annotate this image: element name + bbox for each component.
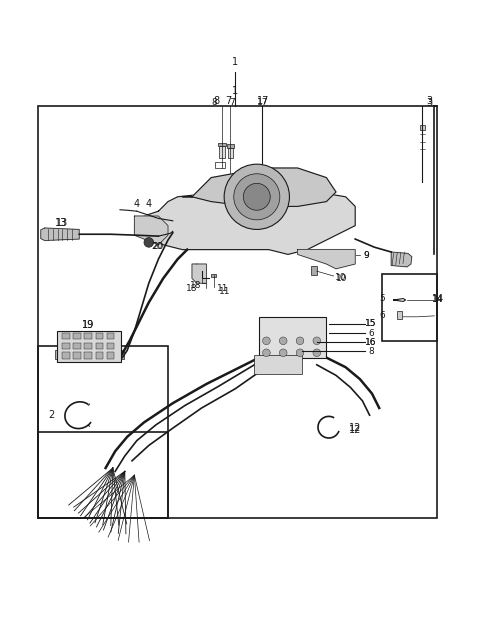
- Text: 12: 12: [349, 423, 361, 433]
- Circle shape: [263, 337, 270, 344]
- Polygon shape: [298, 250, 355, 269]
- Text: 2: 2: [48, 410, 55, 420]
- Circle shape: [279, 337, 287, 344]
- Text: 11: 11: [216, 285, 228, 293]
- Bar: [382, 273, 437, 341]
- Text: 16: 16: [365, 338, 377, 347]
- Text: 3: 3: [427, 98, 432, 108]
- Text: 13: 13: [56, 218, 69, 228]
- Text: 9: 9: [363, 251, 369, 260]
- Bar: [38, 432, 168, 519]
- Text: 14: 14: [432, 295, 444, 304]
- Text: 10: 10: [335, 273, 347, 282]
- Text: 18: 18: [190, 281, 202, 290]
- Text: 7: 7: [225, 96, 232, 106]
- Bar: [96, 353, 103, 359]
- Bar: [215, 162, 225, 168]
- Bar: [227, 144, 234, 148]
- Bar: [219, 147, 225, 158]
- Text: 10: 10: [336, 274, 348, 283]
- Text: 5: 5: [379, 294, 385, 303]
- Text: 16: 16: [365, 338, 377, 347]
- Text: 3: 3: [427, 96, 432, 106]
- Text: 18: 18: [186, 285, 198, 293]
- Text: 12: 12: [349, 424, 361, 434]
- Bar: [73, 333, 81, 339]
- Text: 4: 4: [146, 199, 152, 209]
- Bar: [73, 343, 81, 349]
- Text: 9: 9: [363, 251, 369, 260]
- Bar: [121, 351, 124, 359]
- Bar: [62, 333, 70, 339]
- Bar: [84, 333, 92, 339]
- Polygon shape: [134, 216, 168, 245]
- Bar: [211, 273, 216, 278]
- Bar: [84, 353, 92, 359]
- Bar: [107, 333, 114, 339]
- Circle shape: [243, 183, 270, 210]
- Text: 6: 6: [368, 329, 374, 338]
- Bar: [107, 343, 114, 349]
- Text: 13: 13: [55, 218, 67, 228]
- Polygon shape: [391, 252, 412, 267]
- Text: 4: 4: [134, 198, 140, 208]
- Text: 17: 17: [257, 98, 268, 107]
- Bar: [107, 353, 114, 359]
- Text: 17: 17: [257, 96, 270, 106]
- Bar: [228, 148, 233, 158]
- Bar: [254, 355, 302, 374]
- Polygon shape: [41, 228, 79, 240]
- Circle shape: [224, 164, 289, 230]
- Text: 8: 8: [212, 98, 217, 107]
- Circle shape: [313, 349, 321, 357]
- Bar: [311, 266, 317, 275]
- Bar: [38, 346, 168, 519]
- Bar: [62, 353, 70, 359]
- Text: 15: 15: [365, 319, 377, 328]
- Circle shape: [263, 349, 270, 357]
- Bar: [38, 105, 437, 519]
- Bar: [96, 343, 103, 349]
- Text: 20: 20: [153, 241, 164, 251]
- Circle shape: [234, 173, 280, 220]
- Bar: [62, 343, 70, 349]
- Polygon shape: [134, 187, 355, 255]
- Bar: [259, 317, 326, 358]
- Text: 19: 19: [82, 320, 94, 330]
- Polygon shape: [192, 264, 206, 283]
- Text: 19: 19: [82, 320, 94, 330]
- Circle shape: [296, 337, 304, 344]
- Text: 20: 20: [152, 242, 163, 251]
- Text: 8: 8: [368, 347, 374, 356]
- Bar: [55, 351, 58, 359]
- Text: 6: 6: [379, 311, 385, 320]
- Bar: [73, 353, 81, 359]
- Bar: [397, 311, 402, 319]
- Text: 7: 7: [229, 98, 235, 107]
- Polygon shape: [182, 168, 336, 207]
- Text: 14: 14: [432, 294, 444, 304]
- Text: 8: 8: [214, 96, 219, 106]
- Circle shape: [279, 349, 287, 357]
- Text: 1: 1: [232, 86, 238, 96]
- Bar: [84, 343, 92, 349]
- Bar: [57, 331, 121, 363]
- Text: 11: 11: [219, 287, 230, 296]
- Bar: [420, 125, 425, 130]
- Bar: [346, 253, 351, 258]
- Text: 15: 15: [365, 319, 377, 328]
- Circle shape: [313, 337, 321, 344]
- Circle shape: [296, 349, 304, 357]
- Circle shape: [144, 238, 154, 247]
- Text: 1: 1: [232, 57, 238, 67]
- Bar: [96, 333, 103, 339]
- Bar: [218, 142, 226, 147]
